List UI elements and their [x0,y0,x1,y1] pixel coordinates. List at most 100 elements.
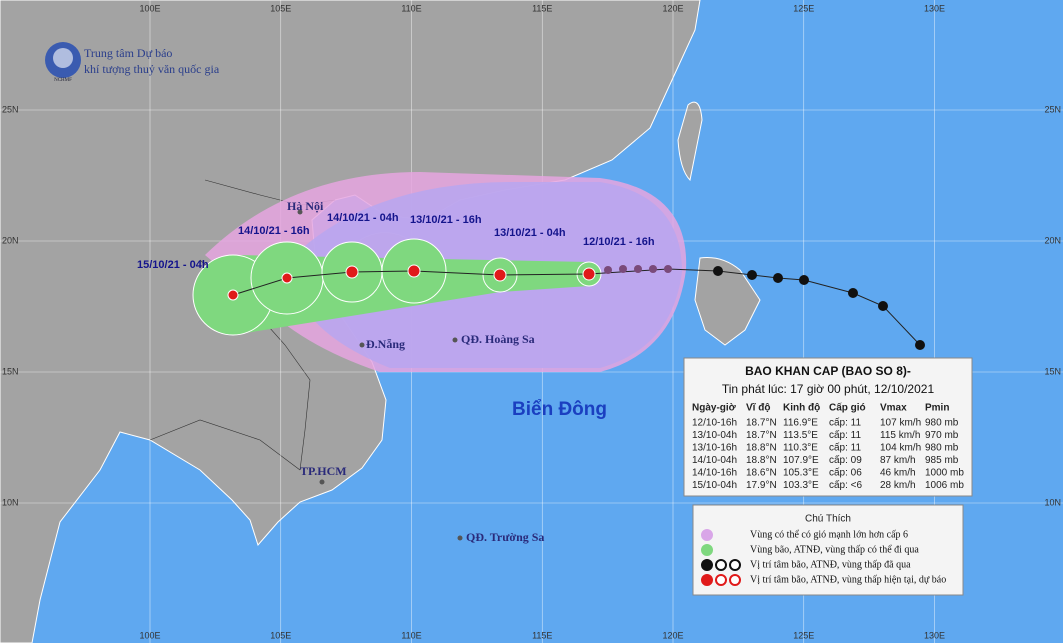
table-cell: 980 mb [925,443,959,454]
table-cell: 107 km/h [880,418,921,429]
legend-swatch [701,544,713,556]
track-label: 14/10/21 - 16h [238,225,310,237]
track-label: 15/10/21 - 04h [137,259,209,271]
logo: NCHMF Trung tâm Dự báo khí tượng thuỷ vă… [45,42,220,83]
track-label: 14/10/21 - 04h [327,212,399,224]
table-cell: cấp: <6 [829,479,863,491]
legend-swatch [729,559,741,571]
legend-swatch [701,574,713,586]
legend-swatch [701,529,713,541]
lon-label: 125E [793,3,814,13]
lat-label: 25N [1044,104,1061,114]
lat-label: 10N [2,497,19,507]
column-header: Vmax [880,403,907,414]
table-cell: 13/10-16h [692,443,737,454]
table-cell: 980 mb [925,418,959,429]
place-label: Đ.Nẵng [366,337,405,351]
lat-label: 20N [2,235,19,245]
table-cell: 18.8°N [746,443,777,454]
logo-text: NCHMF [54,78,72,83]
table-cell: 14/10-16h [692,468,737,479]
legend-swatch [715,559,727,571]
column-header: Cấp gió [829,402,866,414]
table-cell: cấp: 11 [829,442,861,454]
column-header: Vĩ độ [746,403,770,414]
table-cell: 18.8°N [746,455,777,466]
table-cell: 18.7°N [746,430,777,441]
table-cell: 28 km/h [880,480,916,491]
table-cell: cấp: 06 [829,467,862,479]
lon-label: 110E [401,3,421,13]
lat-label: 15N [2,366,19,376]
table-cell: 13/10-04h [692,430,737,441]
bulletin-title: BAO KHAN CAP (BAO SO 8)- [745,364,911,378]
org-name: Trung tâm Dự báo [84,46,172,60]
track-label: 13/10/21 - 16h [410,214,482,226]
table-cell: 103.3°E [783,480,819,491]
bulletin: BAO KHAN CAP (BAO SO 8)- Tin phát lúc: 17… [692,364,964,491]
legend-item: Vị trí tâm bão, ATNĐ, vùng thấp hiện tại… [750,574,946,585]
legend-swatch [701,559,713,571]
table-cell: 46 km/h [880,468,916,479]
table-cell: cấp: 11 [829,417,861,429]
forecast-positions [227,264,596,301]
lon-label: 100E [139,3,160,13]
lon-label: 125E [793,630,814,640]
legend-item: Vùng bão, ATNĐ, vùng thấp có thể đi qua [750,544,919,555]
table-cell: 18.6°N [746,468,777,479]
table-cell: 110.3°E [783,443,818,454]
place-dot [359,342,365,348]
table-cell: 113.5°E [783,430,818,441]
track-label: 13/10/21 - 04h [494,227,566,239]
table-cell: 107.9°E [783,455,819,466]
track-label: 12/10/21 - 16h [583,236,655,248]
lon-label: 105E [270,3,291,13]
past-positions [604,265,925,350]
table-cell: 970 mb [925,430,959,441]
lat-label: 10N [1044,497,1061,507]
table-cell: 17.9°N [746,480,777,491]
place-label: QĐ. Trường Sa [466,530,544,544]
lon-label: 130E [924,630,945,640]
column-header: Ngày-giờ [692,403,737,414]
legend-title: Chú Thích [805,514,851,525]
legend-swatch [729,574,741,586]
place-label: TP.HCM [300,464,347,478]
lon-label: 110E [401,630,421,640]
table-cell: 104 km/h [880,443,921,454]
table-cell: 1000 mb [925,468,964,479]
legend: Chú Thích Vùng có thể có gió mạnh lớn hơn… [701,514,946,586]
table-cell: cấp: 11 [829,429,861,441]
legend-swatch [715,574,727,586]
lon-label: 100E [139,630,160,640]
sea-label: Biển Đông [512,399,607,420]
place-label: Hà Nội [287,199,324,213]
table-cell: 18.7°N [746,418,777,429]
place-dot [319,479,325,485]
lon-label: 130E [924,3,945,13]
place-label: QĐ. Hoàng Sa [461,332,535,346]
place-dot [452,337,458,343]
table-cell: 985 mb [925,455,959,466]
table-cell: 12/10-16h [692,418,737,429]
lat-label: 20N [1044,235,1061,245]
lon-label: 115E [532,3,552,13]
legend-item: Vị trí tâm bão, ATNĐ, vùng thấp đã qua [750,559,911,570]
column-header: Pmin [925,403,949,414]
labels: 12/10/21 - 16h 13/10/21 - 04h 13/10/21 - 1… [137,199,655,544]
lat-label: 25N [2,104,19,114]
table-cell: 105.3°E [783,468,819,479]
table-cell: 14/10-04h [692,455,737,466]
lon-label: 120E [662,630,683,640]
table-cell: 87 km/h [880,455,916,466]
lon-label: 115E [532,630,552,640]
legend-item: Vùng có thể có gió mạnh lớn hơn cấp 6 [750,529,908,540]
place-dot [297,209,303,215]
lon-label: 105E [270,630,291,640]
lat-label: 15N [1044,366,1061,376]
lon-label: 120E [662,3,683,13]
table-cell: 116.9°E [783,418,818,429]
table-cell: 115 km/h [880,430,920,441]
bulletin-issued: Tin phát lúc: 17 giờ 00 phút, 12/10/2021 [722,382,935,396]
